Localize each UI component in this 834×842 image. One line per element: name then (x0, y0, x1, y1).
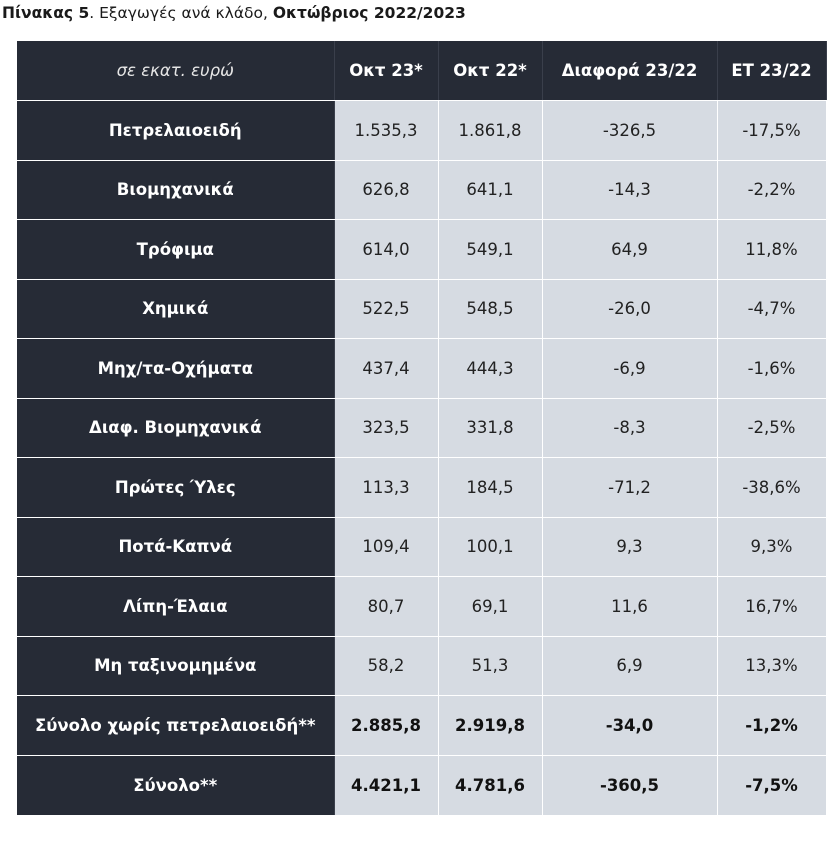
row-value: 11,6 (542, 576, 718, 637)
table-row: Βιομηχανικά 626,8 641,1 -14,3 -2,2% (17, 160, 827, 220)
header-col-difference: Διαφορά 23/22 (542, 41, 718, 101)
table-row: Μηχ/τα-Οχήματα 437,4 444,3 -6,9 -1,6% (17, 338, 827, 399)
row-label: Διαφ. Βιομηχανικά (17, 398, 335, 458)
row-value: -14,3 (542, 160, 718, 220)
row-value: 184,5 (438, 457, 543, 518)
row-value: 641,1 (438, 160, 543, 220)
row-value: 9,3% (717, 517, 827, 577)
row-label: Βιομηχανικά (17, 160, 335, 220)
table-caption: Πίνακας 5. Εξαγωγές ανά κλάδο, Οκτώβριος… (2, 0, 466, 28)
row-value: 16,7% (717, 576, 827, 637)
row-value: 80,7 (334, 576, 439, 637)
row-value: 58,2 (334, 636, 439, 696)
row-label: Χημικά (17, 279, 335, 339)
table-row: Διαφ. Βιομηχανικά 323,5 331,8 -8,3 -2,5% (17, 398, 827, 458)
exports-table: σε εκατ. ευρώ Οκτ 23* Οκτ 22* Διαφορά 23… (17, 41, 827, 815)
table-row: Λίπη-Έλαια 80,7 69,1 11,6 16,7% (17, 576, 827, 637)
row-value: -8,3 (542, 398, 718, 458)
caption-prefix: Πίνακας 5 (2, 4, 90, 22)
row-value: 100,1 (438, 517, 543, 577)
row-value: -326,5 (542, 100, 718, 161)
caption-middle: . Εξαγωγές ανά κλάδο, (89, 4, 273, 22)
row-value: 2.919,8 (438, 695, 543, 756)
header-unit-label: σε εκατ. ευρώ (17, 41, 335, 101)
row-value: 522,5 (334, 279, 439, 339)
row-value: 323,5 (334, 398, 439, 458)
row-value: 9,3 (542, 517, 718, 577)
row-value: 69,1 (438, 576, 543, 637)
row-label: Πρώτες Ύλες (17, 457, 335, 518)
table-row: Ποτά-Καπνά 109,4 100,1 9,3 9,3% (17, 517, 827, 577)
row-value: -6,9 (542, 338, 718, 399)
row-value: 444,3 (438, 338, 543, 399)
row-value: -17,5% (717, 100, 827, 161)
header-row: σε εκατ. ευρώ Οκτ 23* Οκτ 22* Διαφορά 23… (17, 41, 827, 101)
table-row: Χημικά 522,5 548,5 -26,0 -4,7% (17, 279, 827, 339)
row-value: 437,4 (334, 338, 439, 399)
row-value: -71,2 (542, 457, 718, 518)
row-value: 51,3 (438, 636, 543, 696)
row-value: -1,2% (717, 695, 827, 756)
total-row: Σύνολο** 4.421,1 4.781,6 -360,5 -7,5% (17, 755, 827, 815)
row-label: Ποτά-Καπνά (17, 517, 335, 577)
row-value: -38,6% (717, 457, 827, 518)
header-col-yoy: ΕΤ 23/22 (717, 41, 827, 101)
header-col-oct23: Οκτ 23* (334, 41, 439, 101)
row-label: Μη ταξινομημένα (17, 636, 335, 696)
row-value: 113,3 (334, 457, 439, 518)
row-value: -2,5% (717, 398, 827, 458)
row-value: -34,0 (542, 695, 718, 756)
table-body: Πετρελαιοειδή 1.535,3 1.861,8 -326,5 -17,5% Β… (17, 100, 827, 815)
row-value: 64,9 (542, 219, 718, 280)
row-value: 626,8 (334, 160, 439, 220)
row-label: Μηχ/τα-Οχήματα (17, 338, 335, 399)
row-value: 331,8 (438, 398, 543, 458)
row-value: 4.781,6 (438, 755, 543, 815)
row-value: -26,0 (542, 279, 718, 339)
row-value: -2,2% (717, 160, 827, 220)
row-label: Σύνολο χωρίς πετρελαιοειδή** (17, 695, 335, 756)
row-value: 6,9 (542, 636, 718, 696)
row-value: -4,7% (717, 279, 827, 339)
row-value: 2.885,8 (334, 695, 439, 756)
table-row: Πετρελαιοειδή 1.535,3 1.861,8 -326,5 -17,5% (17, 100, 827, 161)
row-value: -1,6% (717, 338, 827, 399)
row-value: 548,5 (438, 279, 543, 339)
row-value: -7,5% (717, 755, 827, 815)
row-label: Σύνολο** (17, 755, 335, 815)
row-value: 549,1 (438, 219, 543, 280)
caption-suffix: Οκτώβριος 2022/2023 (272, 4, 466, 22)
row-value: 4.421,1 (334, 755, 439, 815)
row-value: 13,3% (717, 636, 827, 696)
row-label: Λίπη-Έλαια (17, 576, 335, 637)
row-value: 1.861,8 (438, 100, 543, 161)
header-col-oct22: Οκτ 22* (438, 41, 543, 101)
total-row: Σύνολο χωρίς πετρελαιοειδή** 2.885,8 2.919… (17, 695, 827, 756)
table-row: Τρόφιμα 614,0 549,1 64,9 11,8% (17, 219, 827, 280)
table-row: Μη ταξινομημένα 58,2 51,3 6,9 13,3% (17, 636, 827, 696)
row-value: 109,4 (334, 517, 439, 577)
row-value: 11,8% (717, 219, 827, 280)
row-label: Πετρελαιοειδή (17, 100, 335, 161)
row-value: 1.535,3 (334, 100, 439, 161)
row-label: Τρόφιμα (17, 219, 335, 280)
row-value: -360,5 (542, 755, 718, 815)
table-row: Πρώτες Ύλες 113,3 184,5 -71,2 -38,6% (17, 457, 827, 518)
row-value: 614,0 (334, 219, 439, 280)
